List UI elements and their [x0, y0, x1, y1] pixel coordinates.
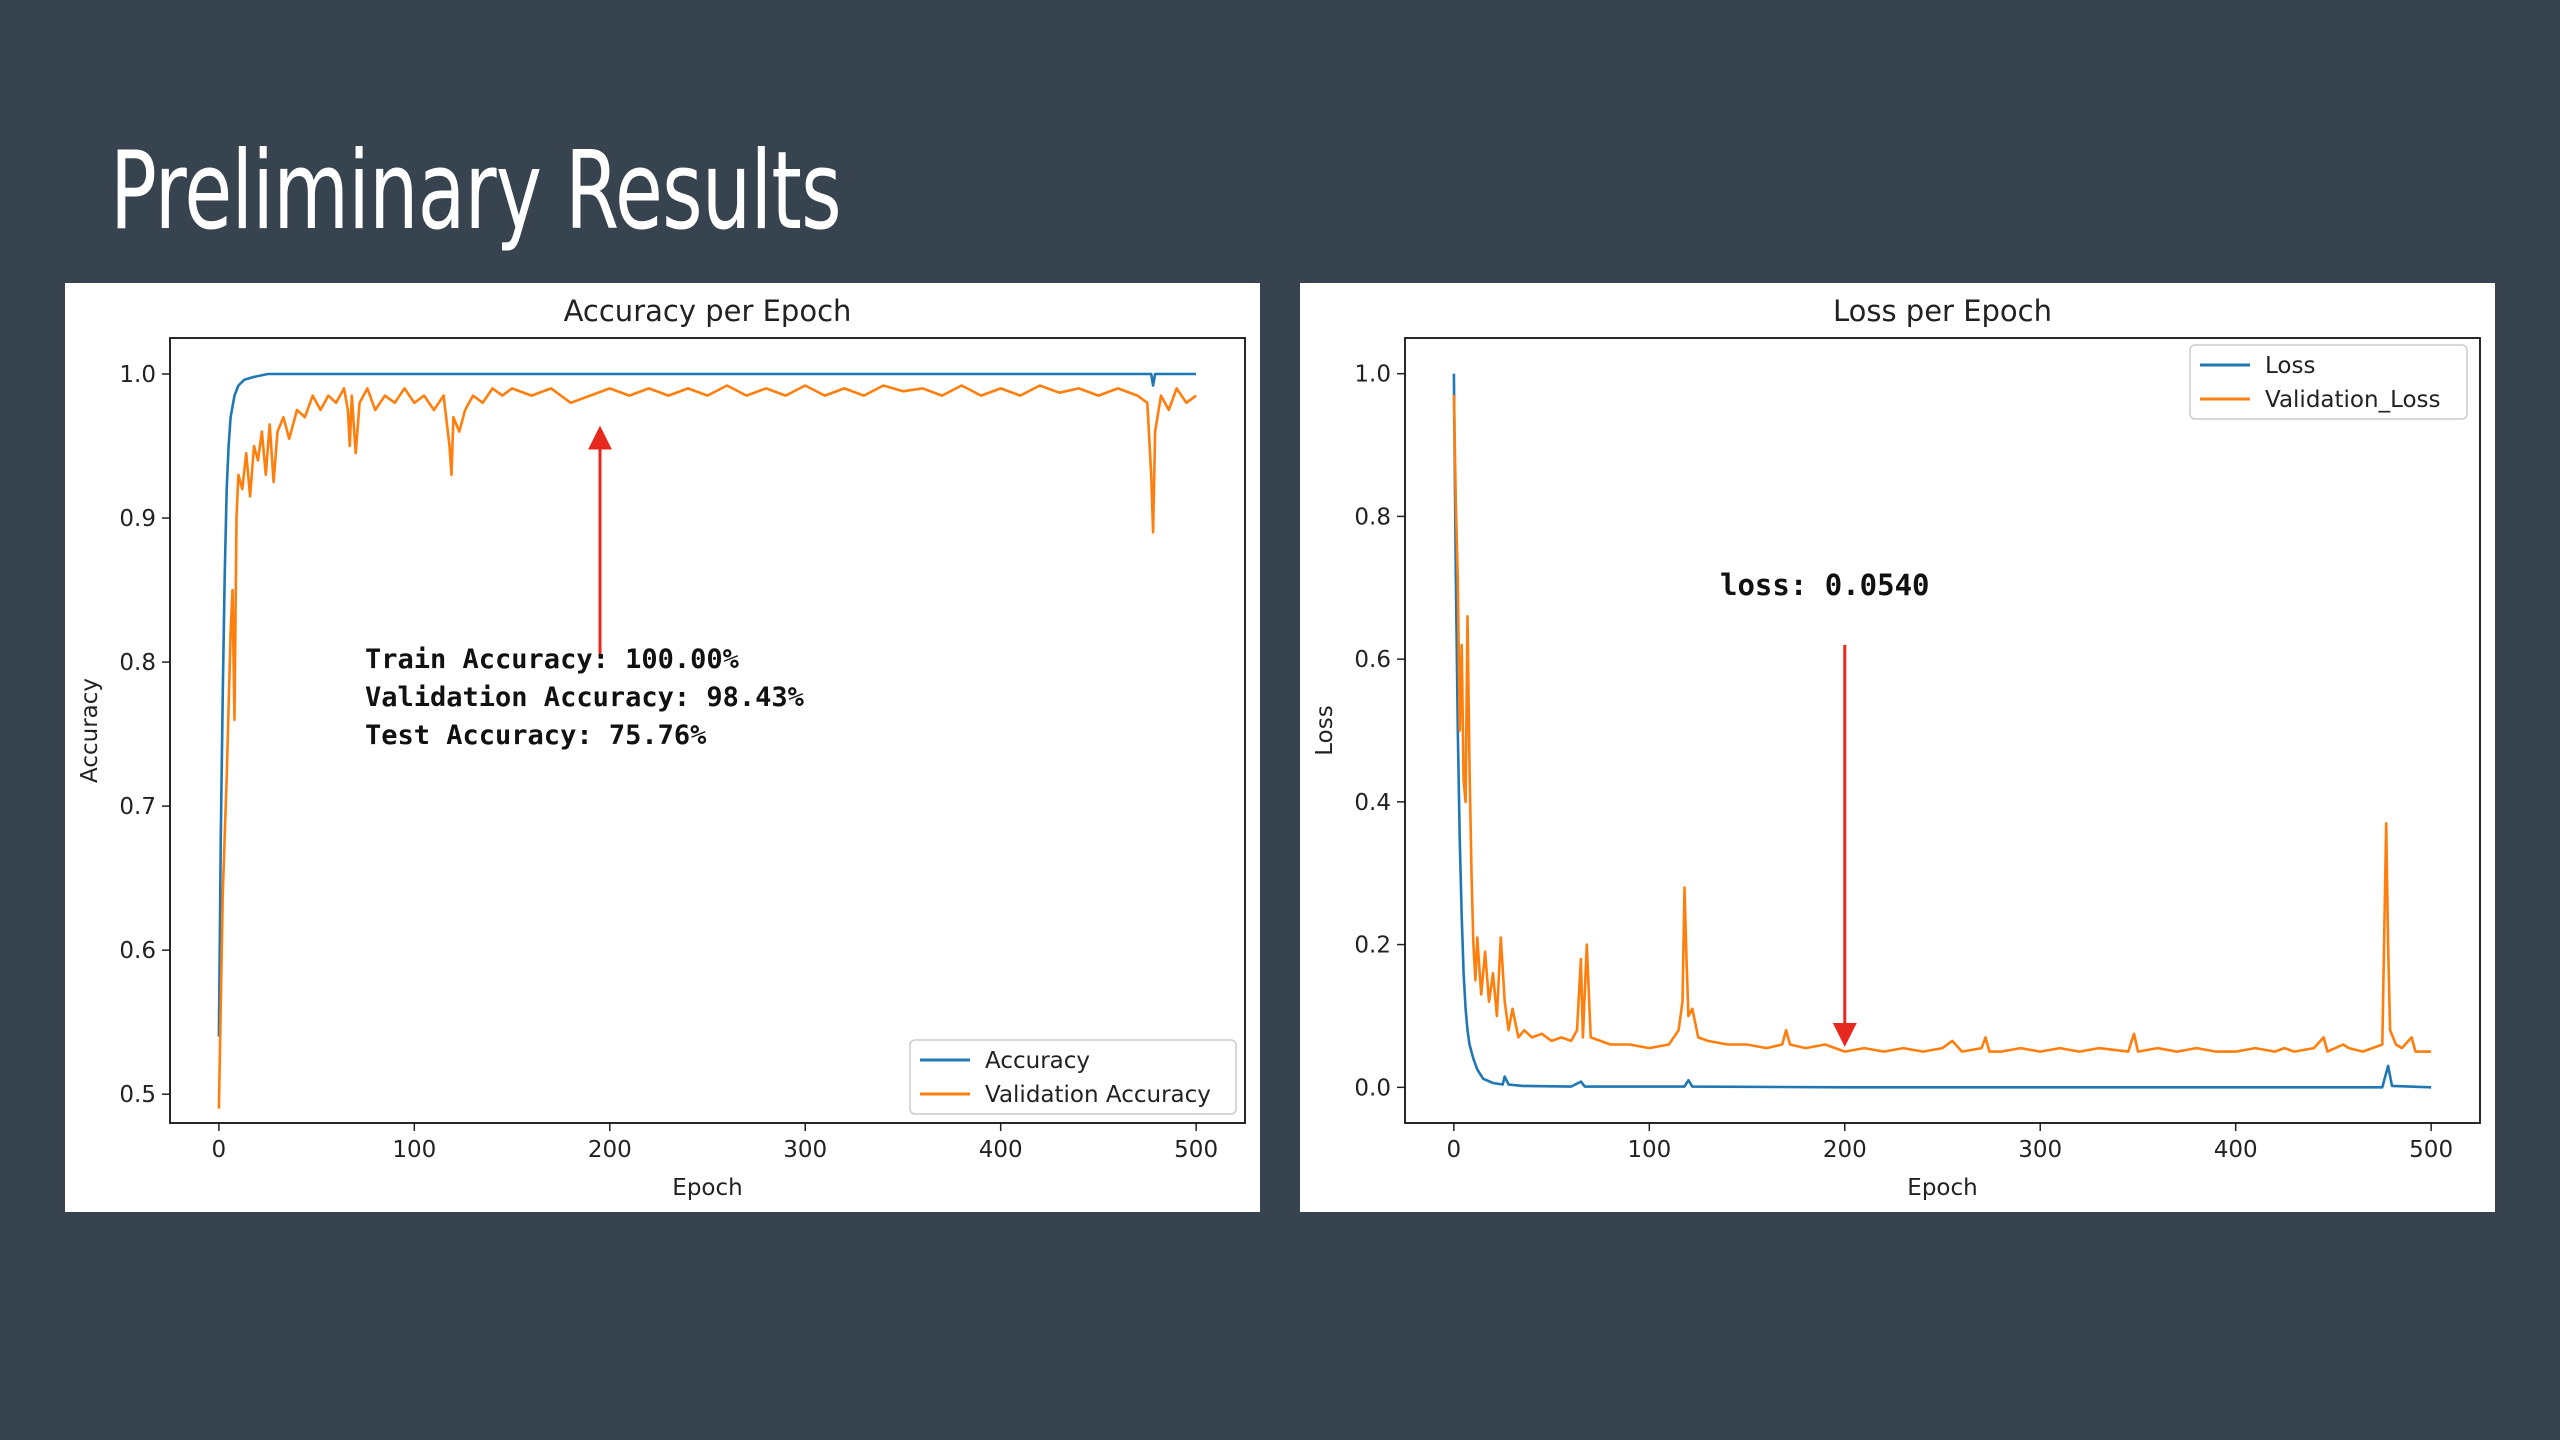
legend-box: [909, 1039, 1237, 1115]
x-axis-label: Epoch: [672, 1175, 742, 1201]
plot-frame: [169, 337, 1246, 1124]
x-tick-label: 500: [2409, 1137, 2453, 1163]
legend-label: Validation_Loss: [2265, 387, 2441, 413]
series-line-accuracy: [217, 372, 1197, 1037]
y-tick-label: 0.6: [119, 938, 156, 964]
y-tick-label: 0.8: [1354, 504, 1391, 530]
x-tick-label: 100: [1627, 1137, 1671, 1163]
chart-title: Accuracy per Epoch: [564, 294, 852, 328]
loss-chart-panel: Loss per Epoch 0 100 200 300 400 500 0.0 0.2 0.4 0…: [1300, 283, 2495, 1212]
y-tick-label: 0.7: [119, 794, 156, 820]
y-tick-label: 1.0: [119, 362, 156, 388]
accuracy-chart-panel: Accuracy per Epoch 0 100 200 300 400 500 0.5 0.6…: [65, 283, 1260, 1212]
annotation-text: Train Accuracy: 100.00%: [365, 644, 740, 675]
series-line-loss: [1452, 373, 2432, 1089]
y-tick-label: 0.0: [1354, 1075, 1391, 1101]
x-axis-label: Epoch: [1907, 1175, 1977, 1201]
y-tick-label: 0.6: [1354, 647, 1391, 673]
x-tick-label: 0: [1447, 1137, 1462, 1163]
y-tick-label: 0.4: [1354, 790, 1391, 816]
x-tick-label: 200: [1823, 1137, 1867, 1163]
x-tick-label: 0: [212, 1137, 227, 1163]
legend-label: Loss: [2265, 353, 2315, 379]
x-tick-label: 300: [2018, 1137, 2062, 1163]
annotation-text: Validation Accuracy: 98.43%: [365, 682, 805, 713]
legend: Accuracy Validation Accuracy: [909, 1039, 1237, 1115]
slide-title: Preliminary Results: [110, 129, 842, 254]
y-tick-label: 0.9: [119, 506, 156, 532]
x-tick-label: 100: [392, 1137, 436, 1163]
legend-box: [2189, 344, 2468, 420]
chart-title: Loss per Epoch: [1833, 294, 2052, 328]
y-axis-label: Loss: [1312, 705, 1338, 755]
accuracy-chart: Accuracy per Epoch 0 100 200 300 400 500 0.5 0.6…: [77, 294, 1246, 1201]
series-line-validation-accuracy: [217, 384, 1197, 1109]
y-tick-label: 0.8: [119, 650, 156, 676]
x-tick-label: 400: [2214, 1137, 2258, 1163]
series-line-validation-loss: [1452, 395, 2432, 1053]
x-tick-label: 300: [783, 1137, 827, 1163]
loss-chart: Loss per Epoch 0 100 200 300 400 500 0.0 0.2 0.4 0…: [1312, 294, 2481, 1201]
y-tick-label: 0.5: [119, 1082, 156, 1108]
x-tick-label: 500: [1174, 1137, 1218, 1163]
y-axis-label: Accuracy: [77, 678, 103, 783]
y-tick-label: 1.0: [1354, 362, 1391, 388]
plot-frame: [1404, 337, 2481, 1124]
annotation-text: loss: 0.0540: [1720, 568, 1930, 602]
legend-label: Validation Accuracy: [985, 1082, 1211, 1108]
y-tick-label: 0.2: [1354, 933, 1391, 959]
annotation-text: Test Accuracy: 75.76%: [365, 720, 707, 751]
x-tick-label: 400: [979, 1137, 1023, 1163]
legend-label: Accuracy: [985, 1048, 1090, 1074]
legend: Loss Validation_Loss: [2189, 344, 2468, 420]
x-tick-label: 200: [588, 1137, 632, 1163]
